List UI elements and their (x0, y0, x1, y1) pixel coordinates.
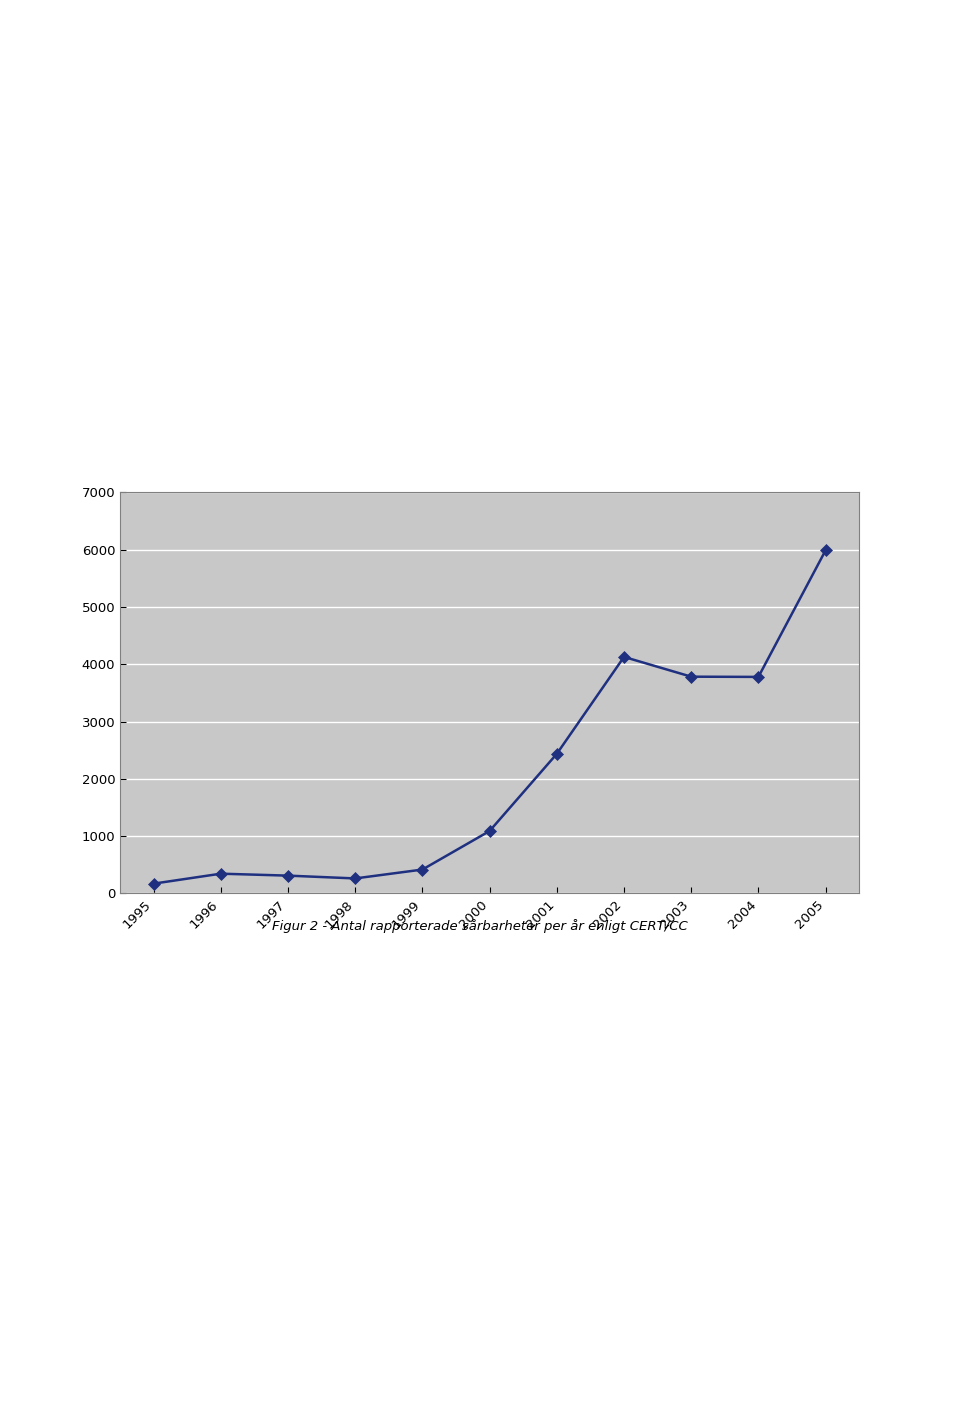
Text: Figur 2 - Antal rapporterade sårbarheter per år enligt CERT/CC: Figur 2 - Antal rapporterade sårbarheter… (272, 919, 688, 933)
